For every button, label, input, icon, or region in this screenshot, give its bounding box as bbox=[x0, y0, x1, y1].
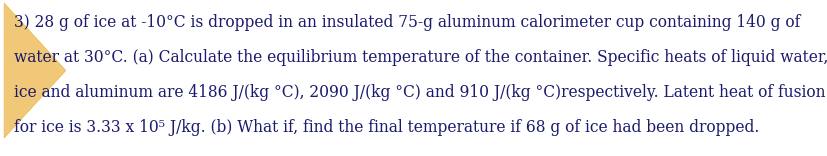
Text: ice and aluminum are 4186 J/(kg °C), 2090 J/(kg °C) and 910 J/(kg °C)respectivel: ice and aluminum are 4186 J/(kg °C), 209… bbox=[14, 84, 825, 101]
Polygon shape bbox=[4, 3, 66, 138]
Text: for ice is 3.33 x 10⁵ J/kg. (b) What if, find the final temperature if 68 g of i: for ice is 3.33 x 10⁵ J/kg. (b) What if,… bbox=[14, 119, 759, 136]
Text: 3) 28 g of ice at -10°C is dropped in an insulated 75-g aluminum calorimeter cup: 3) 28 g of ice at -10°C is dropped in an… bbox=[14, 14, 801, 31]
Text: water at 30°C. (a) Calculate the equilibrium temperature of the container. Speci: water at 30°C. (a) Calculate the equilib… bbox=[14, 49, 827, 66]
